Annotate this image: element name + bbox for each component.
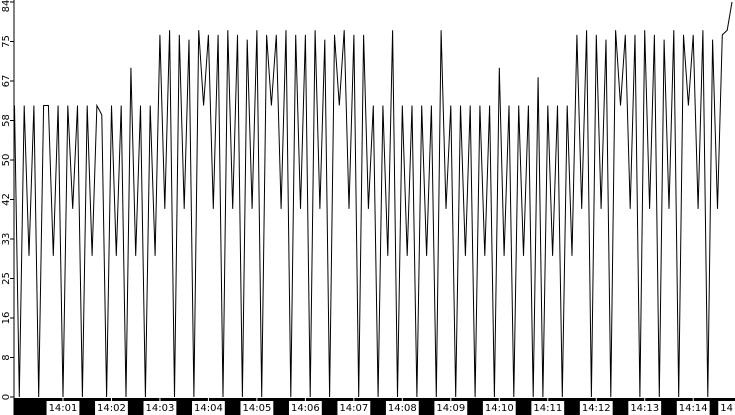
x-tick-label-bg bbox=[579, 401, 613, 415]
y-tick-label: 8 bbox=[1, 354, 12, 360]
x-tick-label-bg bbox=[718, 401, 735, 415]
x-tick-label: 14:12 bbox=[582, 403, 611, 414]
x-tick-label: 14 bbox=[720, 403, 733, 414]
x-tick-label-bg bbox=[240, 401, 274, 415]
x-tick-label-bg bbox=[628, 401, 662, 415]
x-tick-label: 14:14 bbox=[679, 403, 708, 414]
x-tick-label-bg bbox=[46, 401, 80, 415]
x-tick-label: 14:13 bbox=[630, 403, 659, 414]
data-line bbox=[14, 1, 733, 398]
x-tick-label: 14:11 bbox=[533, 403, 562, 414]
y-tick-label: 16 bbox=[1, 312, 12, 325]
y-tick-label: 50 bbox=[1, 154, 12, 167]
x-tick-label: 14:10 bbox=[485, 403, 514, 414]
x-tick-label: 14:06 bbox=[291, 403, 320, 414]
y-tick-label: 25 bbox=[1, 272, 12, 285]
x-tick-label: 14:01 bbox=[49, 403, 78, 414]
y-tick-label: 0 bbox=[1, 394, 12, 400]
y-tick-label: 33 bbox=[1, 233, 12, 246]
x-tick-label-bg bbox=[434, 401, 468, 415]
x-tick-label-bg bbox=[531, 401, 565, 415]
x-tick-label: 14:02 bbox=[97, 403, 126, 414]
y-tick-label: 42 bbox=[1, 193, 12, 206]
x-tick-label-bg bbox=[337, 401, 371, 415]
x-tick-label-bg bbox=[192, 401, 225, 415]
x-tick-label-bg bbox=[385, 401, 419, 415]
x-tick-label: 14:07 bbox=[339, 403, 368, 414]
y-tick-label: 75 bbox=[1, 35, 12, 48]
x-tick-label: 14:03 bbox=[146, 403, 175, 414]
x-tick-label: 14:04 bbox=[194, 403, 223, 414]
y-tick-label: 67 bbox=[1, 75, 12, 88]
x-tick-label: 14:09 bbox=[436, 403, 465, 414]
x-tick-label-bg bbox=[288, 401, 322, 415]
x-tick-label-bg bbox=[676, 401, 710, 415]
x-tick-label: 14:08 bbox=[388, 403, 417, 414]
y-tick-label: 58 bbox=[1, 114, 12, 127]
y-tick-label: 84 bbox=[1, 0, 12, 12]
x-tick-label: 14:05 bbox=[242, 403, 271, 414]
x-tick-label-bg bbox=[482, 401, 516, 415]
x-tick-label-bg bbox=[95, 401, 128, 415]
x-tick-label-bg bbox=[143, 401, 177, 415]
